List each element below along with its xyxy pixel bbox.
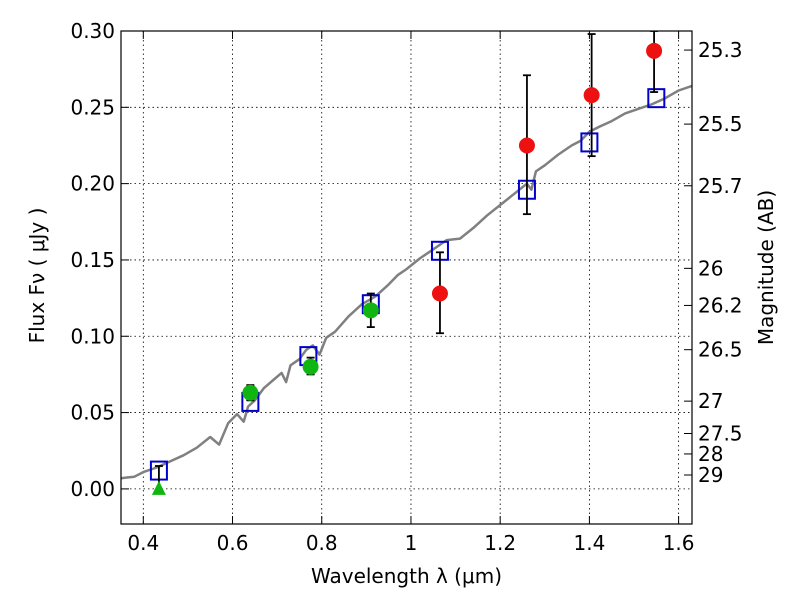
y-axis-label: Flux Fν ( μJy ) — [25, 208, 49, 344]
y2-tick-label: 26 — [698, 256, 723, 280]
y-tick-label: 0.20 — [70, 172, 115, 196]
model-spectrum-line — [121, 84, 692, 480]
y2-tick-label: 27.5 — [698, 421, 743, 445]
y2-tick-label: 27 — [698, 389, 723, 413]
y2-tick-label: 25.7 — [698, 174, 743, 198]
y2-tick-label: 26.5 — [698, 338, 743, 362]
x-tick-label: 0.4 — [127, 531, 159, 555]
x-axis-label: Wavelength λ (μm) — [311, 564, 502, 588]
y2-tick-label: 25.5 — [698, 112, 743, 136]
x-tick-label: 1 — [405, 531, 418, 555]
y2-tick-label: 26.2 — [698, 293, 743, 317]
x-tick-label: 1.6 — [663, 531, 695, 555]
observed-flux-point — [242, 384, 259, 401]
y-tick-label: 0.10 — [70, 324, 115, 348]
plot-frame — [120, 30, 693, 525]
plot-area — [121, 31, 692, 495]
ticks: 0.4 0.6 0.8 1 1.2 1.4 1.6 0.00 0.05 0.10 0.15 0.20 0… — [70, 19, 742, 555]
y2-tick-label: 28 — [698, 442, 723, 466]
x-tick-label: 1.2 — [484, 531, 516, 555]
observed-flux-point — [518, 137, 535, 154]
x-tick-label: 0.8 — [306, 531, 338, 555]
observed-flux-point — [302, 358, 319, 375]
observed-flux-point — [431, 285, 448, 302]
y-tick-label: 0.25 — [70, 95, 115, 119]
y-tick-label: 0.15 — [70, 248, 115, 272]
grid — [121, 30, 692, 524]
y-tick-label: 0.05 — [70, 401, 115, 425]
observed-flux-point — [362, 302, 379, 319]
observed-flux-point — [646, 42, 663, 59]
upper-limit-triangle — [151, 480, 166, 495]
y2-axis-label: Magnitude (AB) — [754, 190, 778, 345]
y2-tick-label: 29 — [698, 463, 723, 487]
model-square-marker — [647, 88, 666, 109]
x-tick-label: 0.6 — [217, 531, 249, 555]
x-tick-label: 1.4 — [573, 531, 605, 555]
y-tick-label: 0.30 — [70, 19, 115, 43]
y-tick-label: 0.00 — [70, 477, 115, 501]
observed-flux-point — [583, 87, 600, 104]
model-square-marker — [580, 132, 599, 153]
y2-tick-label: 25.3 — [698, 38, 743, 62]
